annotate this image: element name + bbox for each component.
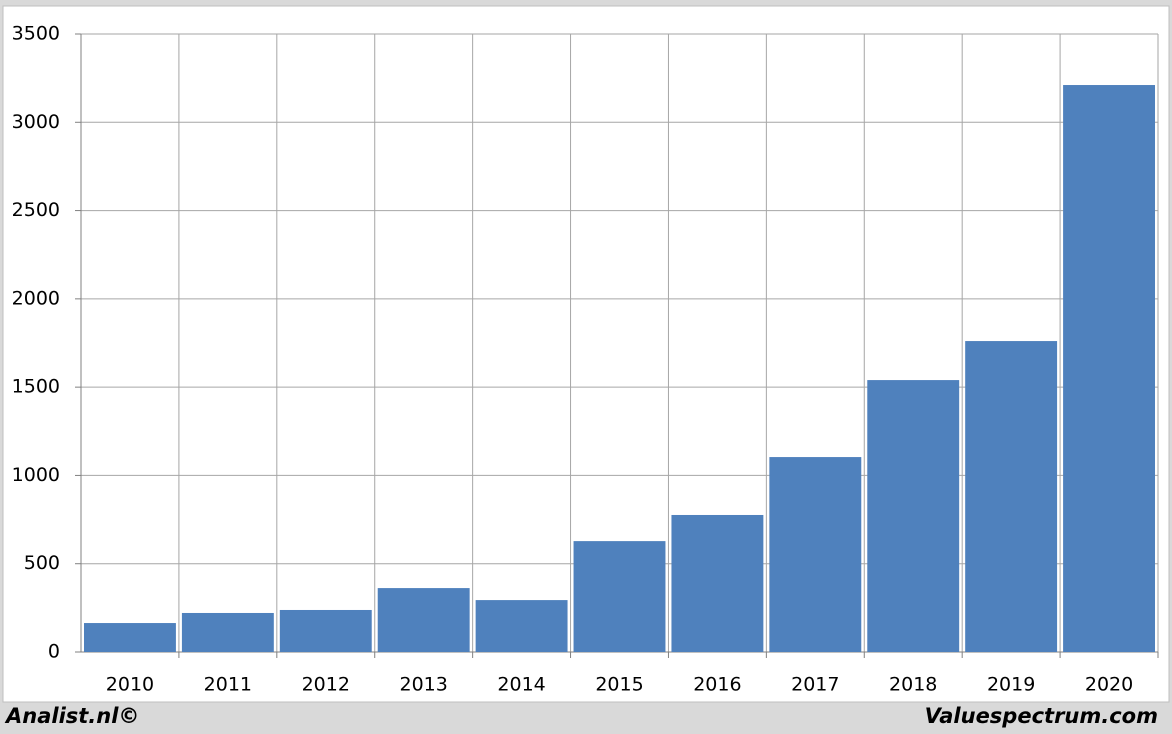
x-tick-label: 2019 bbox=[987, 674, 1035, 696]
y-tick-label: 1000 bbox=[12, 464, 60, 486]
x-tick-label: 2010 bbox=[106, 674, 154, 696]
x-tick-label: 2015 bbox=[595, 674, 643, 696]
y-tick-label: 3500 bbox=[12, 23, 60, 45]
x-tick-label: 2018 bbox=[889, 674, 937, 696]
x-tick-label: 2011 bbox=[204, 674, 252, 696]
bar bbox=[475, 600, 568, 652]
y-tick-label: 2500 bbox=[12, 199, 60, 221]
y-tick-label: 0 bbox=[48, 641, 60, 663]
x-tick-label: 2017 bbox=[791, 674, 839, 696]
x-tick-label: 2014 bbox=[497, 674, 545, 696]
x-tick-label: 2013 bbox=[400, 674, 448, 696]
x-tick-label: 2012 bbox=[302, 674, 350, 696]
y-tick-label: 1500 bbox=[12, 376, 60, 398]
bar bbox=[769, 457, 862, 652]
bar bbox=[573, 541, 666, 652]
credit-right: Valuespectrum.com bbox=[925, 704, 1158, 728]
bar bbox=[1063, 85, 1155, 652]
x-tick-label: 2020 bbox=[1085, 674, 1133, 696]
bar bbox=[279, 609, 372, 652]
bar bbox=[181, 612, 274, 652]
x-tick-label: 2016 bbox=[693, 674, 741, 696]
bar bbox=[965, 341, 1058, 652]
bar bbox=[84, 623, 176, 652]
bar bbox=[867, 380, 960, 652]
bar bbox=[671, 514, 764, 652]
credit-left: Analist.nl© bbox=[4, 704, 139, 728]
bar bbox=[377, 588, 470, 652]
y-tick-label: 500 bbox=[24, 552, 60, 574]
y-tick-label: 2000 bbox=[12, 287, 60, 309]
y-tick-label: 3000 bbox=[12, 111, 60, 133]
